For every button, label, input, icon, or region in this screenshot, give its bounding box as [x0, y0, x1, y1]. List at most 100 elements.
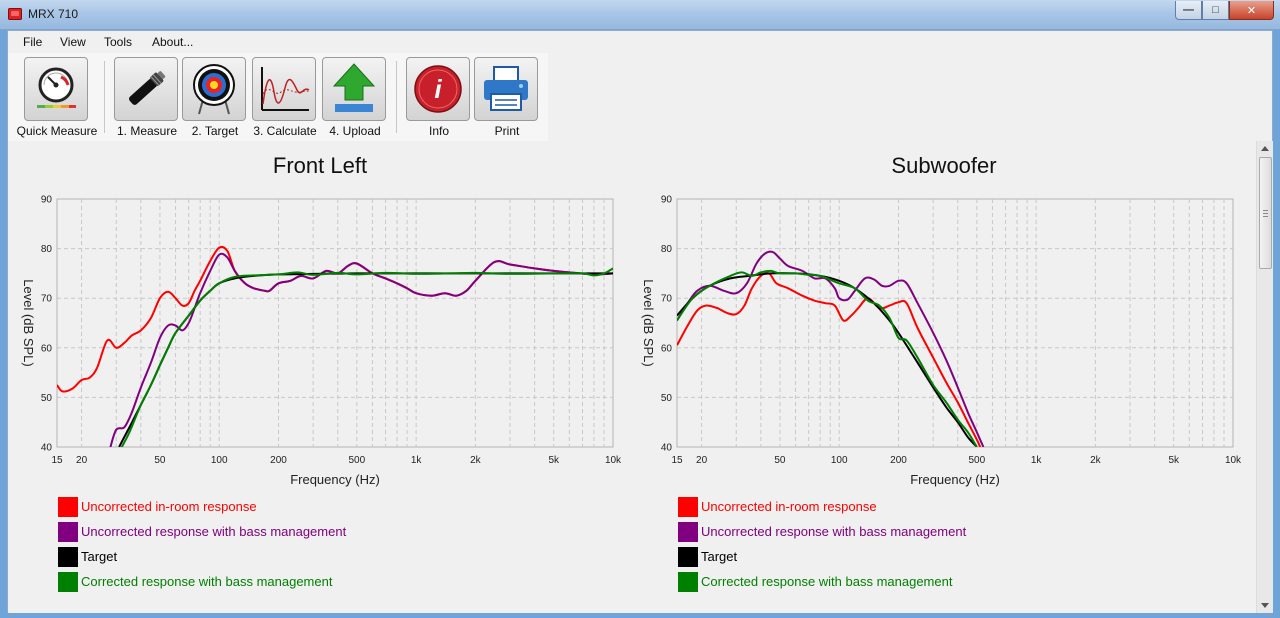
- y-tick-label: 90: [661, 195, 673, 206]
- legend-label: Target: [701, 549, 738, 564]
- x-tick-label: 100: [211, 455, 228, 466]
- x-tick-label: 15: [51, 455, 63, 466]
- y-tick-label: 40: [41, 443, 53, 454]
- legend-swatch: [678, 522, 698, 542]
- x-tick-label: 500: [348, 455, 365, 466]
- x-tick-label: 50: [154, 455, 166, 466]
- y-tick-label: 50: [661, 393, 673, 404]
- chart-title: Subwoofer: [891, 153, 996, 178]
- calculate-label: 3. Calculate: [253, 124, 317, 138]
- svg-text:i: i: [434, 74, 442, 104]
- legend-label: Uncorrected response with bass managemen…: [701, 524, 967, 539]
- legend-label: Target: [81, 549, 118, 564]
- gauge-icon: [24, 57, 88, 121]
- legend-label: Uncorrected in-room response: [701, 499, 877, 514]
- y-tick-label: 70: [661, 294, 673, 305]
- x-tick-label: 2k: [1090, 455, 1102, 466]
- x-tick-label: 20: [76, 455, 88, 466]
- toolbar-separator: [104, 61, 105, 133]
- y-tick-label: 40: [661, 443, 673, 454]
- menu-file[interactable]: File: [23, 35, 43, 49]
- scrollbar-thumb[interactable]: [1259, 157, 1272, 269]
- legend-label: Uncorrected response with bass managemen…: [81, 524, 347, 539]
- window-title: MRX 710: [28, 7, 79, 21]
- calculate-button[interactable]: 3. Calculate: [252, 57, 318, 138]
- x-tick-label: 1k: [1031, 455, 1043, 466]
- vertical-scrollbar[interactable]: [1256, 141, 1273, 613]
- menu-about[interactable]: About...: [152, 35, 194, 49]
- y-tick-label: 80: [41, 244, 53, 255]
- legend-swatch: [58, 572, 78, 592]
- x-tick-label: 10k: [605, 455, 622, 466]
- legend-label: Uncorrected in-room response: [81, 499, 257, 514]
- x-tick-label: 200: [890, 455, 907, 466]
- toolbar-separator: [396, 61, 397, 133]
- charts-panel: Front Left 40 50 60 70 80 90 15 20 50 100 200 500 1k 2…: [8, 141, 1256, 613]
- measure-button[interactable]: 1. Measure: [114, 57, 180, 138]
- x-axis-label: Frequency (Hz): [290, 472, 380, 487]
- x-tick-label: 200: [270, 455, 287, 466]
- menu-tools[interactable]: Tools: [104, 35, 133, 49]
- series-corrected-line: [677, 269, 978, 447]
- legend-swatch: [678, 547, 698, 567]
- y-tick-label: 60: [661, 343, 673, 354]
- target-button[interactable]: 2. Target: [182, 57, 248, 138]
- y-tick-label: 70: [41, 294, 53, 305]
- microphone-icon: [114, 57, 178, 121]
- legend-label: Corrected response with bass management: [81, 574, 333, 589]
- x-tick-label: 10k: [1225, 455, 1242, 466]
- toolbar: Quick Measure 1. Measure: [8, 53, 548, 141]
- y-tick-label: 80: [661, 244, 673, 255]
- plot-area: [56, 198, 614, 448]
- legend-label: Corrected response with bass management: [701, 574, 953, 589]
- print-label: Print: [494, 124, 520, 138]
- info-icon: i: [406, 57, 470, 121]
- x-axis-label: Frequency (Hz): [910, 472, 1000, 487]
- quick-measure-button[interactable]: Quick Measure: [17, 57, 97, 138]
- y-tick-label: 90: [41, 195, 53, 206]
- print-button[interactable]: Print: [474, 57, 540, 138]
- y-tick-label: 60: [41, 343, 53, 354]
- x-tick-label: 20: [696, 455, 708, 466]
- menu-view[interactable]: View: [60, 35, 86, 49]
- info-button[interactable]: i Info: [406, 57, 472, 138]
- series-bass-managed-line: [677, 250, 985, 447]
- target-label: 2. Target: [191, 124, 239, 138]
- series-uncorrected-line: [677, 271, 982, 447]
- minimize-button[interactable]: —: [1175, 1, 1202, 20]
- plot-area: [676, 198, 1234, 448]
- x-tick-label: 15: [671, 455, 683, 466]
- chart-title: Front Left: [273, 153, 367, 178]
- scroll-up-icon[interactable]: [1261, 146, 1269, 151]
- series-corrected-line: [120, 267, 613, 447]
- y-axis-label: Level (dB SPL): [641, 279, 656, 366]
- y-tick-label: 50: [41, 393, 53, 404]
- graph-icon: [252, 57, 316, 121]
- measure-label: 1. Measure: [116, 124, 178, 138]
- x-tick-label: 500: [968, 455, 985, 466]
- printer-icon: [474, 57, 538, 121]
- x-tick-label: 5k: [1168, 455, 1180, 466]
- app-window: File View Tools About...: [7, 30, 1273, 613]
- app-icon: [8, 8, 22, 20]
- legend-swatch: [678, 497, 698, 517]
- target-icon: [182, 57, 246, 121]
- maximize-button[interactable]: □: [1202, 1, 1229, 20]
- close-button[interactable]: ✕: [1229, 1, 1274, 20]
- upload-arrow-icon: [322, 57, 386, 121]
- legend-swatch: [678, 572, 698, 592]
- scroll-down-icon[interactable]: [1261, 603, 1269, 608]
- x-tick-label: 2k: [470, 455, 482, 466]
- upload-button[interactable]: 4. Upload: [322, 57, 388, 138]
- charts-canvas: Front Left 40 50 60 70 80 90 15 20 50 100 200 500 1k 2…: [21, 153, 1242, 487]
- legend-swatch: [58, 522, 78, 542]
- upload-label: 4. Upload: [329, 124, 381, 138]
- x-tick-label: 5k: [548, 455, 560, 466]
- y-axis-label: Level (dB SPL): [21, 279, 36, 366]
- series-bass-managed-line: [109, 252, 613, 447]
- legend-swatch: [58, 547, 78, 567]
- menu-bar: File View Tools About...: [8, 31, 1272, 53]
- x-tick-label: 100: [831, 455, 848, 466]
- quick-measure-label: Quick Measure: [16, 124, 98, 138]
- info-label: Info: [428, 124, 449, 138]
